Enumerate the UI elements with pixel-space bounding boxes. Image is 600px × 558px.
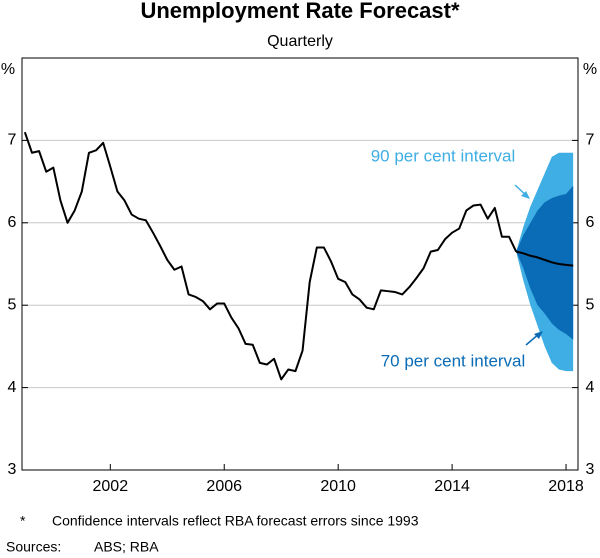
- footnote: Confidence intervals reflect RBA forecas…: [52, 513, 419, 529]
- plot-area: 3 3 4 4 5 5 6 6 7 7 2002 2006 2010 2014 2018: [8, 57, 595, 495]
- y2-tick-label: 6: [586, 214, 595, 231]
- chart-title: Unemployment Rate Forecast*: [140, 0, 460, 23]
- y-unit: %: [1, 61, 15, 78]
- y-tick-label: 7: [8, 132, 17, 149]
- arrow-head: [521, 191, 530, 199]
- footnote-marker: *: [20, 513, 26, 529]
- x-tick-label: 2010: [320, 478, 356, 495]
- y2-unit: %: [583, 61, 597, 78]
- sources-label: Sources:: [6, 539, 61, 555]
- sources: ABS; RBA: [94, 539, 159, 555]
- y-tick-label: 3: [8, 461, 17, 478]
- y-tick-label: 5: [8, 296, 17, 313]
- plot-frame: [21, 57, 579, 471]
- y2-tick-label: 3: [586, 461, 595, 478]
- x-tick-label: 2014: [434, 478, 470, 495]
- x-tick-label: 2006: [206, 478, 242, 495]
- y2-tick-label: 4: [586, 379, 595, 396]
- y2-tick-label: 5: [586, 296, 595, 313]
- band-label: 70 per cent interval: [381, 351, 526, 370]
- x-tick-label: 2002: [93, 478, 129, 495]
- y-tick-label: 4: [8, 379, 17, 396]
- chart-subtitle: Quarterly: [267, 33, 333, 50]
- series-line: [23, 131, 518, 381]
- y2-tick-label: 7: [586, 132, 595, 149]
- interval-band: [516, 185, 574, 340]
- band-label: 90 per cent interval: [371, 146, 516, 165]
- arrow-head: [534, 331, 543, 339]
- series-line: [515, 250, 574, 267]
- x-tick-label: 2018: [548, 478, 584, 495]
- y-tick-label: 6: [8, 214, 17, 231]
